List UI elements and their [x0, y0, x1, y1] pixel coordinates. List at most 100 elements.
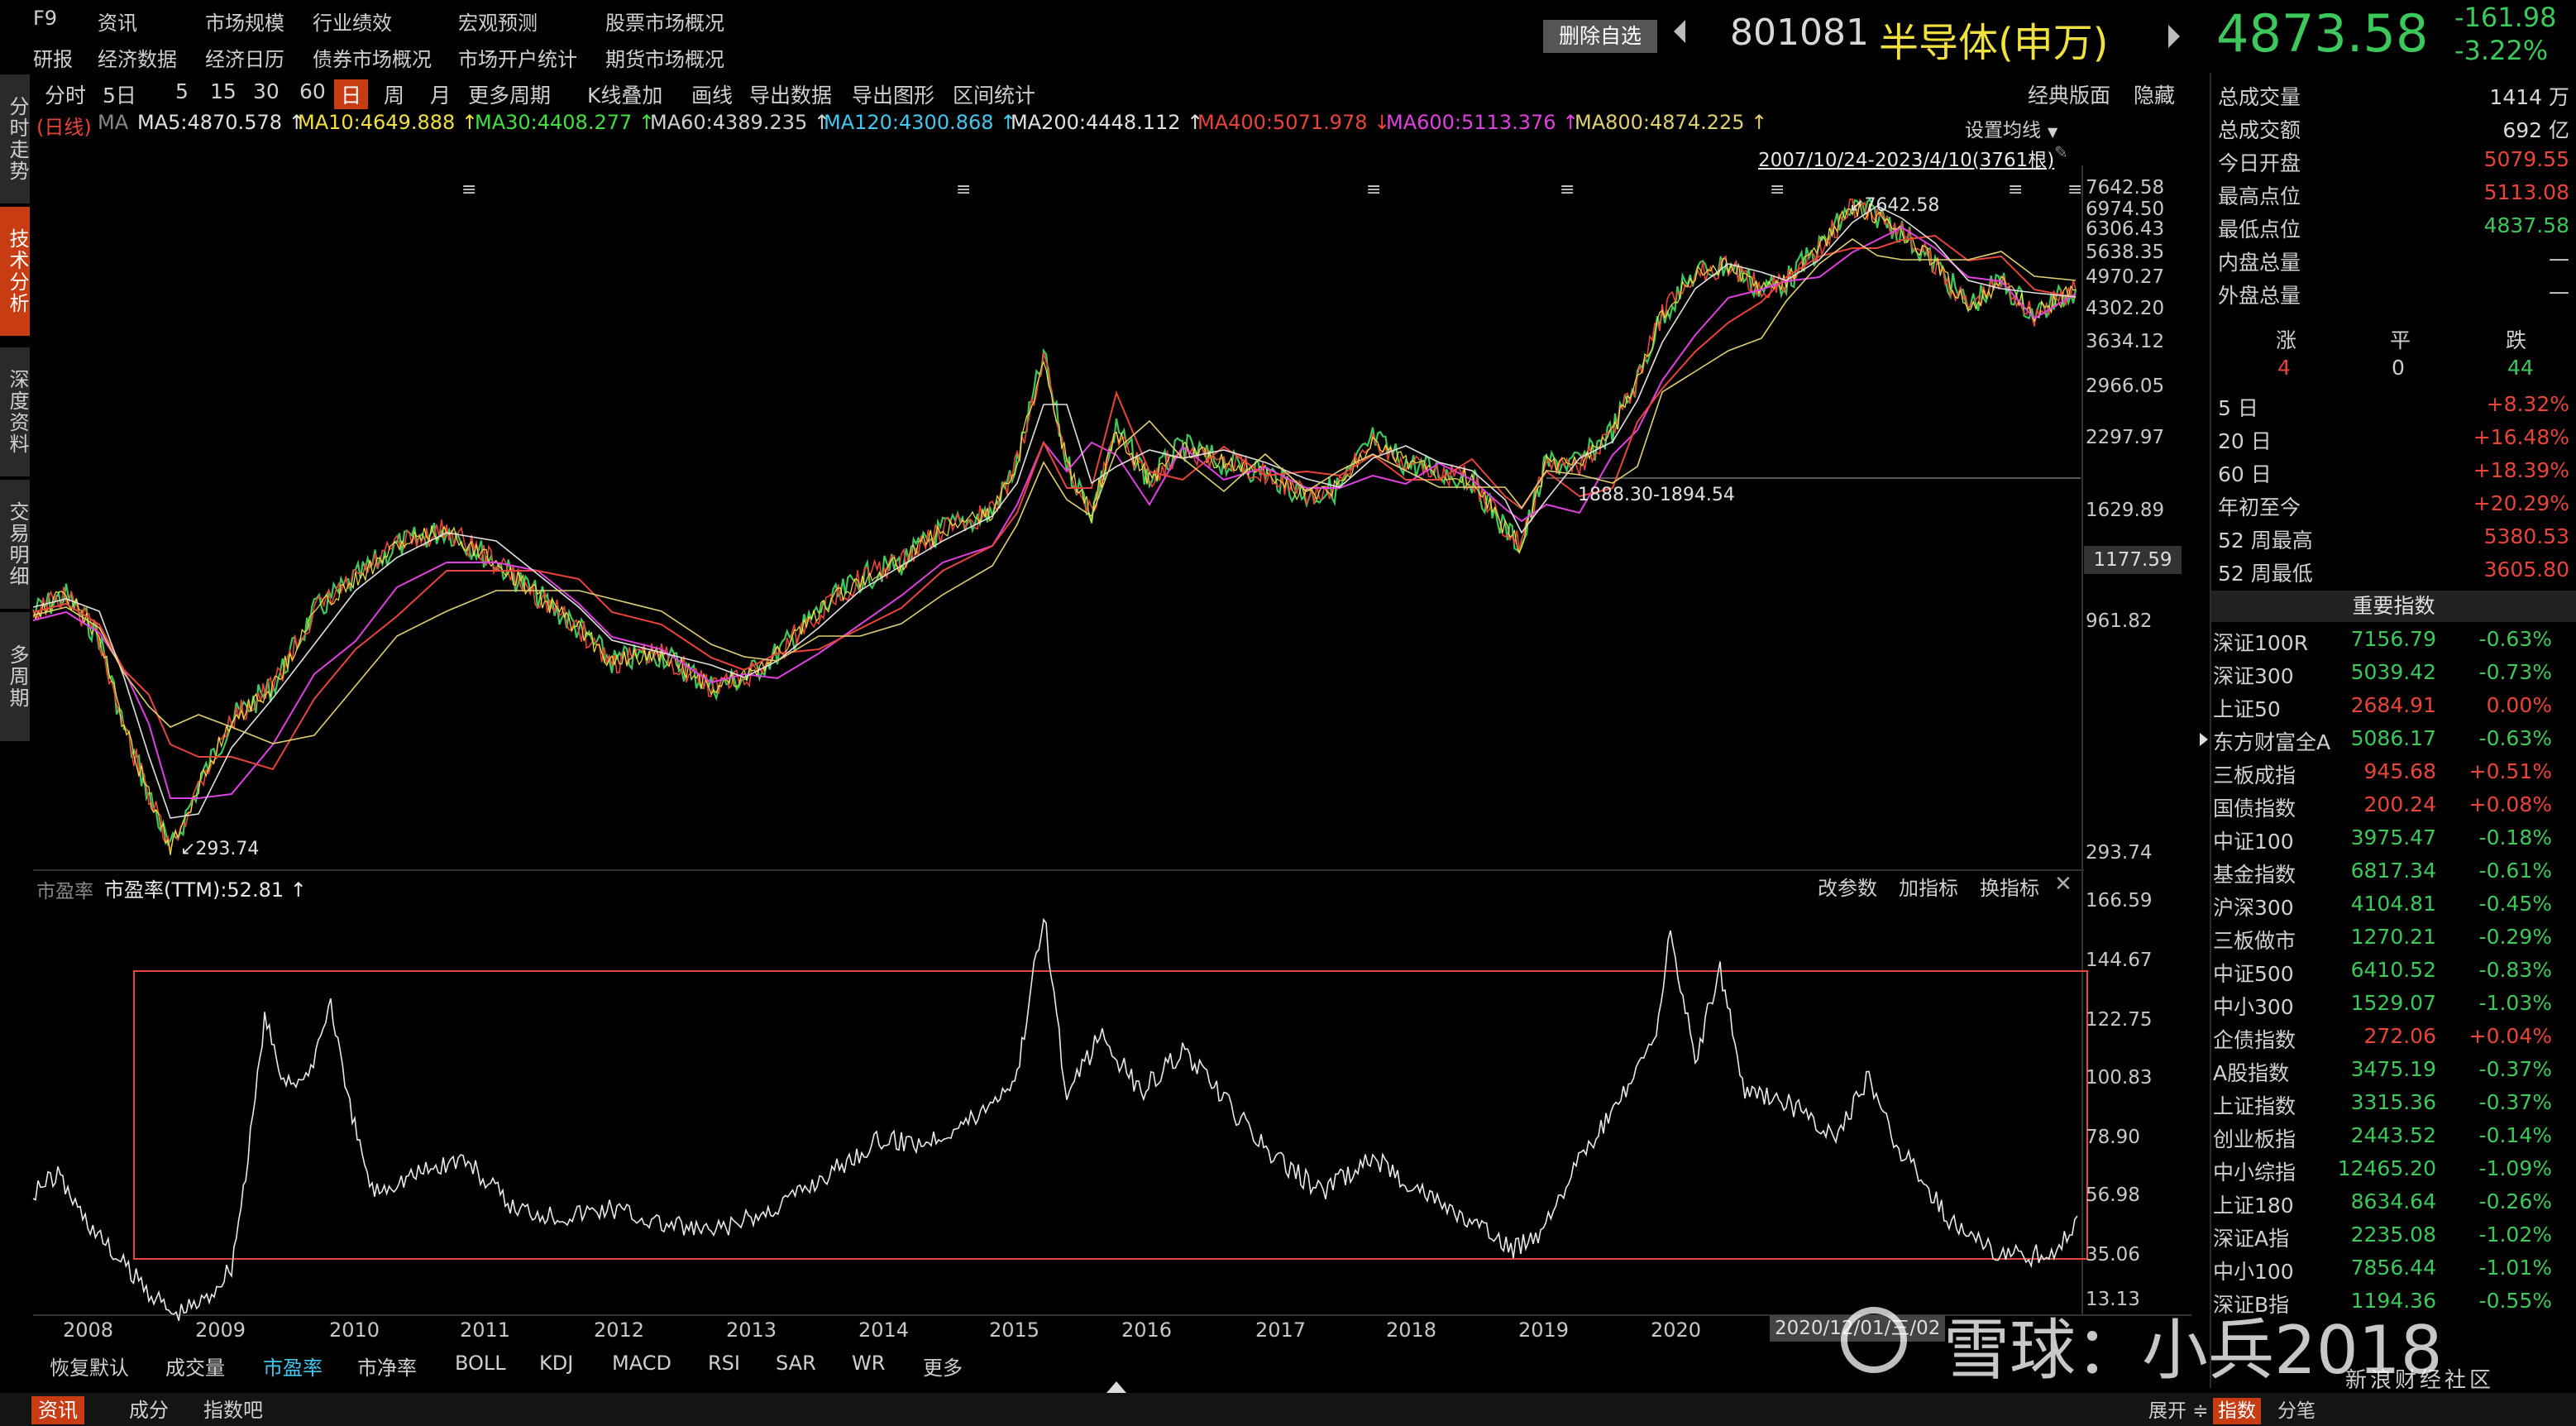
index-row[interactable]: 深证300 5039.42 -0.73% — [2213, 657, 2552, 690]
indicator-tab[interactable]: SAR — [776, 1352, 816, 1375]
index-row[interactable]: 上证180 8634.64 -0.26% — [2213, 1186, 2552, 1219]
toolbar-item[interactable]: 日 — [334, 79, 369, 109]
toolbar-item[interactable]: 画线 — [691, 84, 734, 108]
side-tab[interactable]: 交易明细 — [0, 480, 30, 609]
period-label: 年初至今 — [2218, 495, 2301, 519]
indicator-tab[interactable]: 更多 — [923, 1357, 963, 1380]
pe-panel-button[interactable]: 加指标 — [1899, 877, 1958, 900]
menu-item[interactable]: 债券市场概况 — [313, 48, 432, 71]
toolbar-item[interactable]: 隐藏 — [2134, 84, 2176, 108]
scroll-up-icon[interactable] — [1106, 1381, 1126, 1393]
pe-panel-button[interactable]: 改参数 — [1818, 877, 1877, 900]
side-tab[interactable]: 多周期 — [0, 612, 30, 741]
menu-item[interactable]: 期货市场概况 — [605, 48, 724, 71]
menu-item[interactable]: 市场规模 — [205, 12, 284, 35]
index-row[interactable]: 深证B指 1194.36 -0.55% — [2213, 1285, 2552, 1318]
toolbar-item[interactable]: 区间统计 — [953, 84, 1036, 108]
indicator-tab[interactable]: RSI — [708, 1352, 740, 1375]
toolbar-item[interactable]: 分时 — [45, 84, 87, 108]
menu-item[interactable]: 市场开户统计 — [458, 48, 577, 71]
indicator-tab[interactable]: 成交量 — [165, 1357, 225, 1380]
index-row[interactable]: 三板成指 945.68 +0.51% — [2213, 756, 2552, 789]
menu-item[interactable]: 股票市场概况 — [605, 12, 724, 35]
toolbar-item[interactable]: 15 — [210, 79, 237, 103]
index-row[interactable]: 深证A指 2235.08 -1.02% — [2213, 1219, 2552, 1252]
toolbar-item[interactable]: 周 — [384, 84, 405, 108]
toolbar-item[interactable]: 60 — [299, 79, 326, 103]
footer-right-item[interactable]: 分笔 — [2277, 1400, 2316, 1422]
index-row[interactable]: 中小300 1529.07 -1.03% — [2213, 988, 2552, 1021]
toolbar-item[interactable]: 导出数据 — [749, 84, 833, 108]
footer-right-item[interactable]: 展开 ≑ — [2148, 1400, 2209, 1422]
menu-item[interactable]: 资讯 — [98, 12, 137, 35]
menu-item[interactable]: 研报 — [33, 48, 73, 71]
toolbar-item[interactable]: 5 — [175, 79, 189, 103]
side-tab[interactable]: 深度资料 — [0, 347, 30, 476]
index-price: 2443.52 — [2350, 1123, 2436, 1147]
year-tick: 2008 — [63, 1318, 114, 1342]
ma-lines — [32, 205, 2077, 819]
price-change: -161.98 — [2454, 2, 2557, 33]
indicator-tab[interactable]: 恢复默认 — [50, 1357, 129, 1380]
index-row[interactable]: 国债指数 200.24 +0.08% — [2213, 789, 2552, 822]
footer-tab[interactable]: 指数吧 — [203, 1399, 263, 1422]
index-row[interactable]: 企债指数 272.06 +0.04% — [2213, 1021, 2552, 1054]
period-row: 60 日 +18.39% — [2218, 455, 2569, 488]
indicator-tab[interactable]: MACD — [612, 1352, 671, 1375]
ma-settings-button[interactable]: 设置均线 ▼ — [1965, 114, 2072, 141]
index-row[interactable]: 中小100 7856.44 -1.01% — [2213, 1252, 2552, 1285]
index-name: 中证500 — [2213, 962, 2294, 986]
index-change: -0.63% — [2478, 726, 2552, 750]
indicator-tab[interactable]: KDJ — [539, 1352, 574, 1375]
index-change: +0.08% — [2468, 792, 2552, 816]
toolbar-item[interactable]: 30 — [253, 79, 280, 103]
period-label: 60 日 — [2218, 462, 2272, 486]
period-row: 52 周最低 3605.80 — [2218, 554, 2569, 587]
period-label: 20 日 — [2218, 429, 2272, 453]
pin-icon[interactable]: ✎ — [2054, 142, 2068, 162]
index-row[interactable]: 沪深300 4104.81 -0.45% — [2213, 888, 2552, 921]
price-tick: 4302.20 — [2086, 298, 2165, 319]
menu-item[interactable]: 宏观预测 — [458, 12, 538, 35]
menu-item[interactable]: F9 — [33, 7, 58, 30]
footer-tab[interactable]: 成分 — [129, 1399, 169, 1422]
security-code: 801081 — [1730, 12, 1869, 54]
index-row[interactable]: 三板做市 1270.21 -0.29% — [2213, 921, 2552, 955]
close-icon[interactable]: ✕ — [2054, 872, 2072, 897]
event-marker: ≡ — [2008, 179, 2023, 200]
footer-tab[interactable]: 资讯 — [31, 1396, 84, 1424]
index-row[interactable]: 中证100 3975.47 -0.18% — [2213, 822, 2552, 855]
index-row[interactable]: A股指数 3475.19 -0.37% — [2213, 1054, 2552, 1087]
next-arrow-icon[interactable] — [2168, 25, 2180, 48]
toolbar-item[interactable]: 月 — [430, 84, 452, 108]
index-row[interactable]: 创业板指 2443.52 -0.14% — [2213, 1120, 2552, 1153]
indicator-tab[interactable]: 市盈率 — [263, 1357, 323, 1380]
indicator-tab[interactable]: WR — [852, 1352, 886, 1375]
prev-arrow-icon[interactable] — [1674, 20, 1685, 43]
index-row[interactable]: 上证指数 3315.36 -0.37% — [2213, 1087, 2552, 1120]
menu-item[interactable]: 行业绩效 — [313, 12, 392, 35]
ma-value: MA60:4389.235 ↑ — [650, 111, 831, 134]
index-row[interactable]: 中小综指 12465.20 -1.09% — [2213, 1153, 2552, 1186]
footer-right-item[interactable]: 指数 — [2213, 1398, 2261, 1424]
index-change: -0.55% — [2478, 1289, 2552, 1313]
index-row[interactable]: 基金指数 6817.34 -0.61% — [2213, 855, 2552, 888]
delete-watchlist-button[interactable]: 删除自选 — [1543, 20, 1657, 53]
index-row[interactable]: 东方财富全A 5086.17 -0.63% — [2213, 723, 2552, 756]
side-tab[interactable]: 技术分析 — [0, 207, 30, 336]
menu-item[interactable]: 经济数据 — [98, 48, 177, 71]
indicator-tab[interactable]: BOLL — [455, 1352, 506, 1375]
side-tab[interactable]: 分时走势 — [0, 74, 30, 203]
index-row[interactable]: 上证50 2684.91 0.00% — [2213, 690, 2552, 723]
indicator-tab[interactable]: 市净率 — [357, 1357, 417, 1380]
toolbar-item[interactable]: 5日 — [103, 84, 136, 108]
pe-panel-button[interactable]: 换指标 — [1980, 877, 2039, 900]
index-row[interactable]: 中证500 6410.52 -0.83% — [2213, 955, 2552, 988]
menu-item[interactable]: 经济日历 — [205, 48, 284, 71]
index-row[interactable]: 深证100R 7156.79 -0.63% — [2213, 624, 2552, 657]
support-label: 1888.30-1894.54 — [1578, 485, 1735, 505]
toolbar-item[interactable]: 导出图形 — [852, 84, 935, 108]
toolbar-item[interactable]: 更多周期 — [468, 84, 552, 108]
toolbar-item[interactable]: K线叠加 — [587, 84, 663, 108]
toolbar-item[interactable]: 经典版面 — [2028, 84, 2111, 108]
